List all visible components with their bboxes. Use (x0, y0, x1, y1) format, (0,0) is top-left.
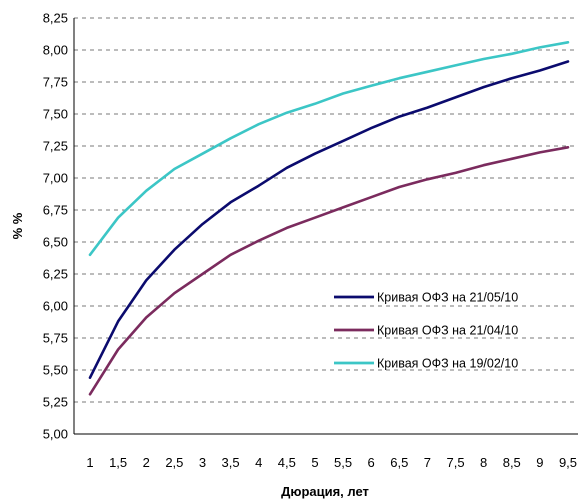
x-tick-label: 3 (199, 455, 206, 470)
series-lines (88, 40, 570, 396)
x-tick-label: 3,5 (222, 455, 240, 470)
y-tick-label: 5,50 (43, 363, 68, 378)
y-tick-label: 5,00 (43, 427, 68, 442)
x-tick-labels: 1 1,5 2 2,5 3 3,5 4 4,5 5 5,5 6 6,5 7 7,5 8 8,5 9 9,5 (86, 455, 577, 470)
x-axis-title: Дюрация, лет (281, 484, 369, 499)
y-tick-label: 7,00 (43, 171, 68, 186)
series-line-3 (88, 40, 570, 257)
x-tick-label: 7 (424, 455, 431, 470)
x-tick-label: 2,5 (165, 455, 183, 470)
x-tick-label: 9 (536, 455, 543, 470)
x-tick-label: 6,5 (390, 455, 408, 470)
x-tick-label: 8,5 (503, 455, 521, 470)
legend-label: Кривая ОФЗ на 21/05/10 (377, 291, 518, 305)
series-line-2 (88, 146, 570, 396)
y-tick-label: 6,50 (43, 235, 68, 250)
y-tick-label: 5,75 (43, 331, 68, 346)
x-tick-label: 5,5 (334, 455, 352, 470)
x-tick-label: 8 (480, 455, 487, 470)
legend-label: Кривая ОФЗ на 21/04/10 (377, 324, 518, 338)
legend: Кривая ОФЗ на 21/05/10 Кривая ОФЗ на 21/0… (334, 291, 518, 371)
x-tick-label: 6 (368, 455, 375, 470)
y-tick-label: 8,00 (43, 43, 68, 58)
x-tick-label: 2 (143, 455, 150, 470)
x-tick-label: 7,5 (446, 455, 464, 470)
x-tick-label: 4 (255, 455, 262, 470)
y-tick-label: 7,75 (43, 75, 68, 90)
x-tick-label: 4,5 (278, 455, 296, 470)
y-tick-label: 8,25 (43, 11, 68, 26)
x-tick-label: 5 (311, 455, 318, 470)
x-tick-label: 9,5 (559, 455, 577, 470)
axes (73, 18, 578, 435)
x-tick-label: 1,5 (109, 455, 127, 470)
y-tick-labels: 5,00 5,25 5,50 5,75 6,00 6,25 6,50 6,75 7,00 7,25… (43, 11, 68, 442)
gridlines (74, 17, 578, 403)
y-tick-label: 6,75 (43, 203, 68, 218)
y-tick-label: 7,50 (43, 107, 68, 122)
y-axis-title: % % (10, 212, 25, 239)
legend-label: Кривая ОФЗ на 19/02/10 (377, 357, 518, 371)
y-tick-label: 6,00 (43, 299, 68, 314)
y-tick-label: 5,25 (43, 395, 68, 410)
y-tick-label: 6,25 (43, 267, 68, 282)
y-tick-label: 7,25 (43, 139, 68, 154)
series-line-1 (88, 60, 570, 380)
x-tick-label: 1 (86, 455, 93, 470)
